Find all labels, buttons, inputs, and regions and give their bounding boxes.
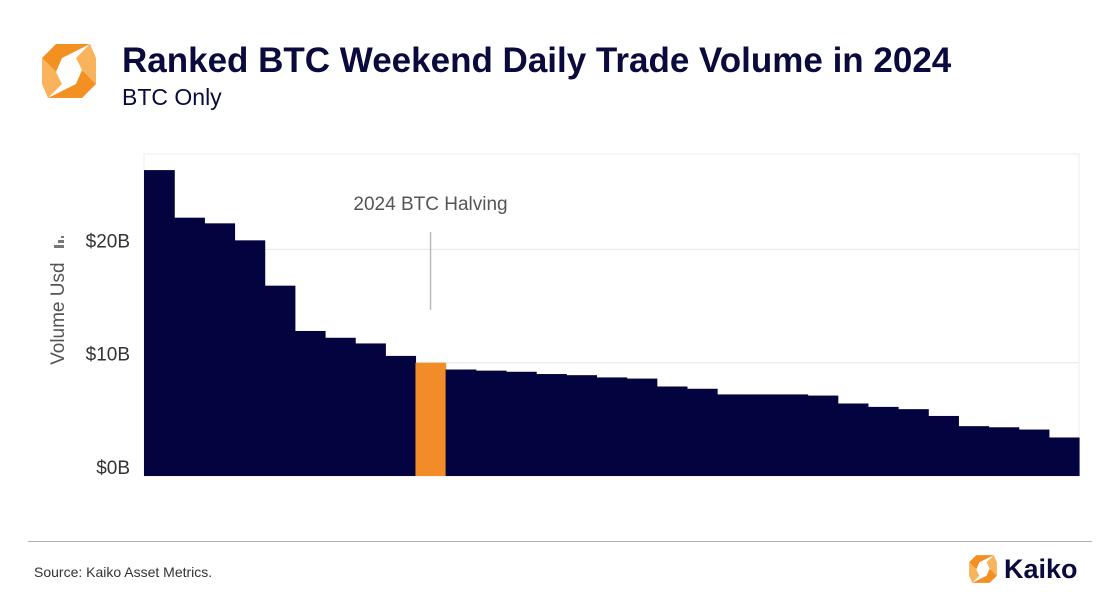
bar: [747, 394, 778, 476]
bar: [898, 409, 929, 476]
bar: [566, 375, 598, 476]
footer-divider: [28, 541, 1092, 542]
bar: [385, 355, 417, 476]
bar: [1048, 437, 1080, 476]
brand-logo: Kaiko: [966, 553, 1078, 585]
bar: [656, 386, 688, 476]
bar: [144, 170, 175, 476]
bar: [837, 403, 869, 476]
bar: [928, 415, 959, 476]
y-tick-label: $20B: [86, 231, 130, 252]
bar: [777, 394, 809, 476]
bar: [988, 427, 1020, 476]
bar: [1018, 429, 1050, 476]
bar: [596, 377, 628, 476]
bar-highlight-halving: [415, 362, 447, 476]
bar: [264, 285, 296, 476]
bar: [174, 217, 205, 476]
y-axis-label-text: Volume Usd: [48, 262, 69, 365]
bar: [294, 330, 326, 476]
bar: [958, 426, 990, 476]
y-tick-label: $10B: [86, 345, 130, 366]
bar: [234, 240, 266, 476]
bar: [475, 370, 507, 476]
bar: [355, 343, 386, 476]
chart-title: Ranked BTC Weekend Daily Trade Volume in…: [122, 41, 952, 80]
kaiko-logo-icon: [42, 44, 96, 98]
y-tick-label: $0B: [96, 458, 130, 479]
y-axis-ticks: $0B $10B $20B: [86, 231, 130, 479]
kaiko-logo-icon: [969, 555, 997, 583]
bar: [717, 394, 748, 476]
bar: [536, 374, 567, 476]
bar: [686, 388, 718, 476]
bars: [144, 170, 1080, 476]
annotation-label: 2024 BTC Halving: [353, 194, 507, 215]
brand-name: Kaiko: [1004, 553, 1078, 584]
bar: [867, 406, 899, 476]
bar: [626, 378, 658, 476]
bar-chart: $0B $10B $20B 2024 BTC Halving: [86, 153, 1080, 479]
chart-subtitle: BTC Only: [122, 84, 222, 110]
bar: [445, 369, 477, 476]
source-note: Source: Kaiko Asset Metrics.: [34, 564, 213, 580]
bar: [204, 223, 236, 476]
halving-annotation: 2024 BTC Halving: [353, 194, 508, 310]
axis-options-icon: [53, 236, 64, 249]
bar: [807, 395, 839, 476]
bar: [505, 371, 537, 476]
y-axis-label: Volume Usd: [48, 220, 70, 380]
bar: [324, 337, 356, 476]
